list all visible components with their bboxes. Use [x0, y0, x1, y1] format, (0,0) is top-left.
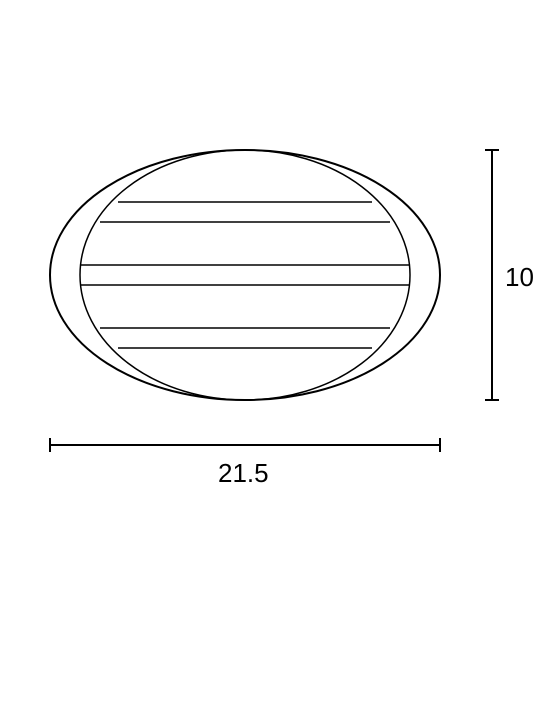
technical-diagram: 21.5 10	[0, 0, 540, 720]
width-dimension-label: 21.5	[218, 458, 269, 489]
diagram-svg	[0, 0, 540, 720]
height-dimension-label: 10	[505, 262, 534, 293]
outer-ellipse	[50, 150, 440, 400]
inner-ellipse	[80, 150, 410, 400]
